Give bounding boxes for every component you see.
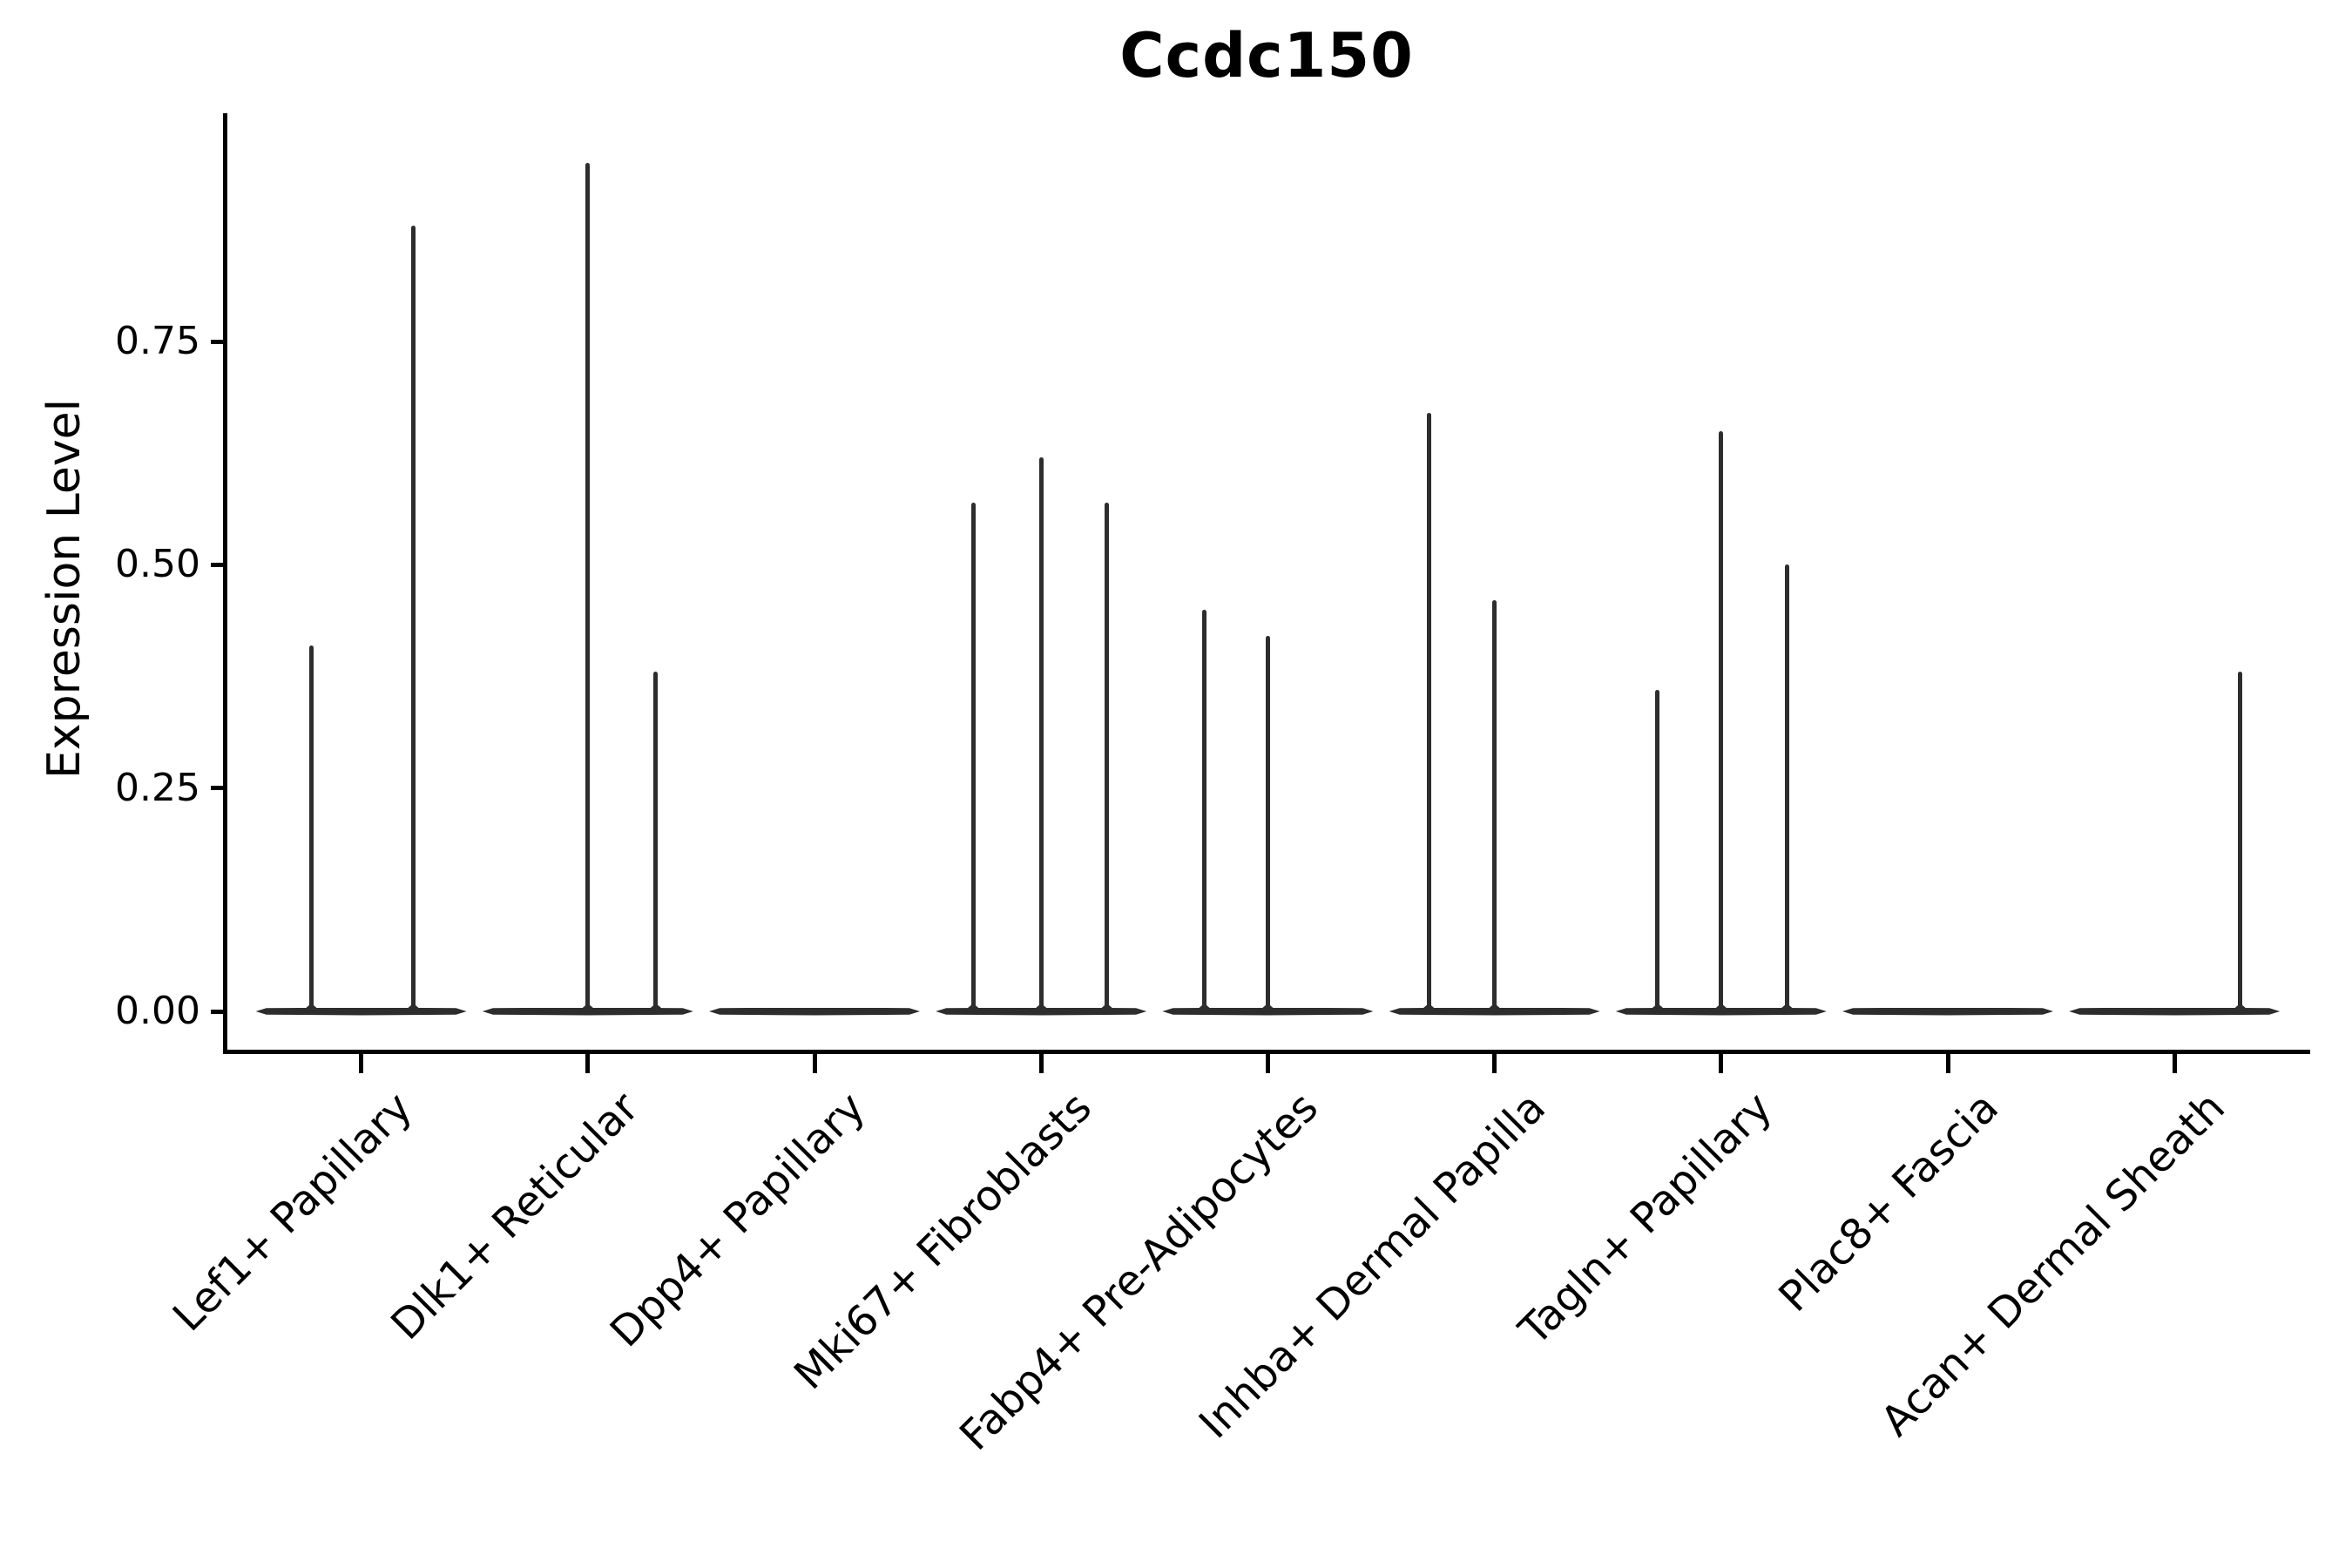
spike-foot <box>402 1005 425 1013</box>
x-tick <box>1719 1054 1724 1073</box>
violin-baseline <box>1842 1007 2054 1016</box>
spike-foot <box>1095 1005 1119 1013</box>
y-tick <box>211 786 223 791</box>
y-axis-spine <box>223 113 227 1054</box>
spike-foot <box>1030 1005 1053 1013</box>
spike-foot <box>1646 1005 1669 1013</box>
violin-spike <box>1655 689 1660 1014</box>
violin-spike <box>970 502 976 1014</box>
violin-baseline <box>255 1007 467 1016</box>
spike-foot <box>962 1005 985 1013</box>
violin-spike <box>2238 672 2243 1014</box>
spike-foot <box>1193 1005 1216 1013</box>
x-tick <box>2172 1054 2177 1073</box>
x-axis-spine <box>223 1050 2310 1054</box>
violin-baseline <box>709 1007 921 1016</box>
y-tick-label: 0.50 <box>115 542 200 587</box>
spike-foot <box>644 1005 667 1013</box>
x-tick <box>359 1054 364 1073</box>
y-tick-label: 0.75 <box>115 319 200 364</box>
violin-spike <box>410 225 416 1014</box>
y-tick-label: 0.25 <box>115 765 200 810</box>
x-tick <box>1492 1054 1497 1073</box>
violin-spike <box>653 672 659 1014</box>
chart-title: Ccdc150 <box>1119 20 1414 91</box>
violin-spike <box>585 162 591 1014</box>
spike-foot <box>1417 1005 1441 1013</box>
y-tick-label: 0.00 <box>115 989 200 1033</box>
violin-baseline <box>2069 1007 2281 1016</box>
spike-foot <box>300 1005 323 1013</box>
x-tick <box>585 1054 591 1073</box>
x-tick <box>812 1054 817 1073</box>
violin-spike <box>1202 609 1207 1014</box>
x-tick <box>1265 1054 1270 1073</box>
violin-spike <box>1492 600 1497 1014</box>
y-tick <box>211 339 223 344</box>
violin-spike <box>1265 636 1270 1014</box>
spike-foot <box>1483 1005 1506 1013</box>
violin-spike <box>1426 413 1431 1014</box>
violin-spike <box>1719 430 1724 1014</box>
spike-foot <box>2228 1005 2252 1013</box>
spike-foot <box>576 1005 599 1013</box>
y-tick <box>211 1009 223 1014</box>
violin-spike <box>1038 457 1044 1014</box>
violin-spike <box>1784 564 1789 1014</box>
x-tick <box>1945 1054 1950 1073</box>
violin-spike <box>1105 502 1110 1014</box>
x-tick <box>1038 1054 1044 1073</box>
spike-foot <box>1709 1005 1733 1013</box>
y-tick <box>211 562 223 567</box>
violin-spike <box>308 645 314 1014</box>
spike-foot <box>1256 1005 1280 1013</box>
spike-foot <box>1775 1005 1799 1013</box>
